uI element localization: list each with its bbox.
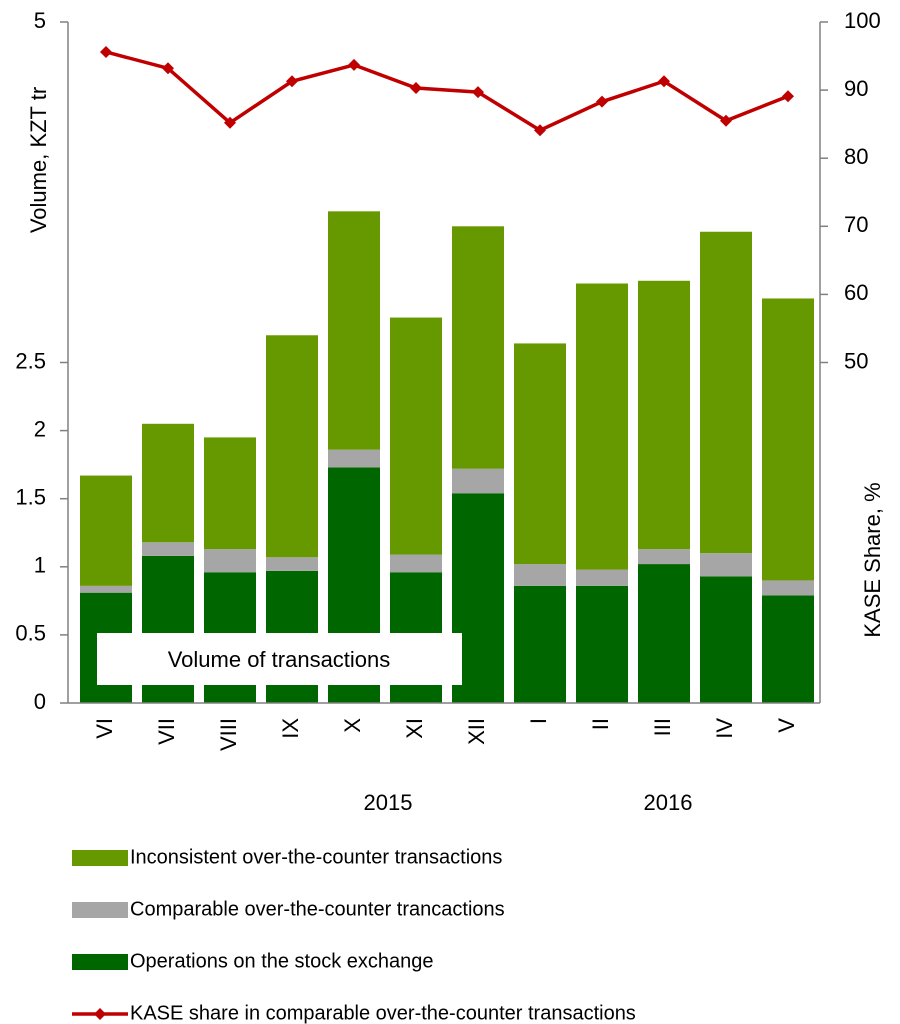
line-marker [472, 86, 484, 99]
line-marker [596, 95, 608, 108]
bar-segment [328, 211, 380, 450]
bar-segment [638, 280, 690, 550]
x-tick-label: X [340, 718, 365, 733]
bar-segment [390, 554, 442, 573]
bar-segment [514, 585, 566, 703]
y-tick-label: 0 [34, 689, 46, 714]
bar-segment [266, 335, 318, 558]
bar-segment [638, 549, 690, 565]
legend-label: Operations on the stock exchange [130, 950, 434, 972]
x-tick-label: VII [154, 718, 179, 745]
annotation-box [97, 633, 462, 685]
annotation: Volume of transactions [168, 647, 391, 672]
bar-segment [80, 585, 132, 593]
x-tick-label: V [774, 718, 799, 733]
line-marker [658, 75, 670, 88]
bar-segment [452, 468, 504, 494]
y-axis-title: Volume, KZT tr [26, 87, 51, 233]
legend-swatch [72, 902, 128, 918]
x-tick-label: VI [92, 718, 117, 739]
line-marker [286, 75, 298, 88]
bar-segment [576, 585, 628, 703]
line-marker [100, 45, 112, 58]
legend-swatch [72, 954, 128, 970]
y-tick-label: 1 [34, 553, 46, 578]
bar-segment [204, 437, 256, 550]
bar-segment [638, 564, 690, 703]
legend-label: KASE share in comparable over-the-counte… [130, 1002, 636, 1024]
bar-segment [700, 576, 752, 703]
bar-segment [514, 343, 566, 565]
line-marker [348, 58, 360, 71]
bar-segment [142, 423, 194, 543]
line-marker [782, 90, 794, 103]
bar-segment [762, 595, 814, 703]
line-marker [410, 82, 422, 95]
bar-segment [390, 317, 442, 555]
group-label: 2015 [364, 790, 413, 815]
y2-axis-title: KASE Share, % [860, 482, 885, 637]
x-tick-label: II [588, 718, 613, 730]
y-tick-label: 2 [34, 416, 46, 441]
bar-segment [762, 580, 814, 596]
bar-segment [576, 283, 628, 570]
y2-tick-label: 70 [844, 212, 868, 237]
y2-tick-label: 60 [844, 280, 868, 305]
line [105, 50, 789, 133]
y-tick-label: 0.5 [15, 621, 46, 646]
group-label: 2016 [644, 790, 693, 815]
line-marker [162, 62, 174, 75]
x-tick-label: VIII [216, 718, 241, 751]
y-tick-label: 1.5 [15, 485, 46, 510]
bar-segment [762, 298, 814, 581]
legend-swatch [72, 850, 128, 866]
bar-segment [452, 226, 504, 469]
legend-label: Comparable over-the-counter trancactions [130, 898, 505, 920]
y2-tick-label: 80 [844, 144, 868, 169]
bar-segment [80, 475, 132, 586]
y-tick-label: 5 [34, 8, 46, 33]
x-tick-label: IV [712, 718, 737, 739]
bar-segment [576, 569, 628, 586]
line-marker [534, 124, 546, 137]
x-tick-label: XI [402, 718, 427, 739]
x-tick-label: III [650, 718, 675, 736]
bar-segment [328, 449, 380, 468]
bar-segment [514, 564, 566, 586]
y2-tick-label: 90 [844, 76, 868, 101]
bar-segment [266, 557, 318, 571]
x-tick-label: XII [464, 718, 489, 745]
x-tick-label: I [526, 718, 551, 724]
bar-segment [204, 549, 256, 573]
y-tick-label: 2.5 [15, 348, 46, 373]
legend-marker [94, 1008, 106, 1020]
line-marker [720, 114, 732, 127]
y2-tick-label: 50 [844, 348, 868, 373]
bar-segment [142, 542, 194, 556]
bar-segment [700, 553, 752, 577]
x-tick-label: IX [278, 718, 303, 739]
line-marker [224, 116, 236, 129]
legend-label: Inconsistent over-the-counter transactio… [130, 846, 502, 868]
y2-tick-label: 100 [844, 8, 881, 33]
bar-segment [700, 231, 752, 554]
